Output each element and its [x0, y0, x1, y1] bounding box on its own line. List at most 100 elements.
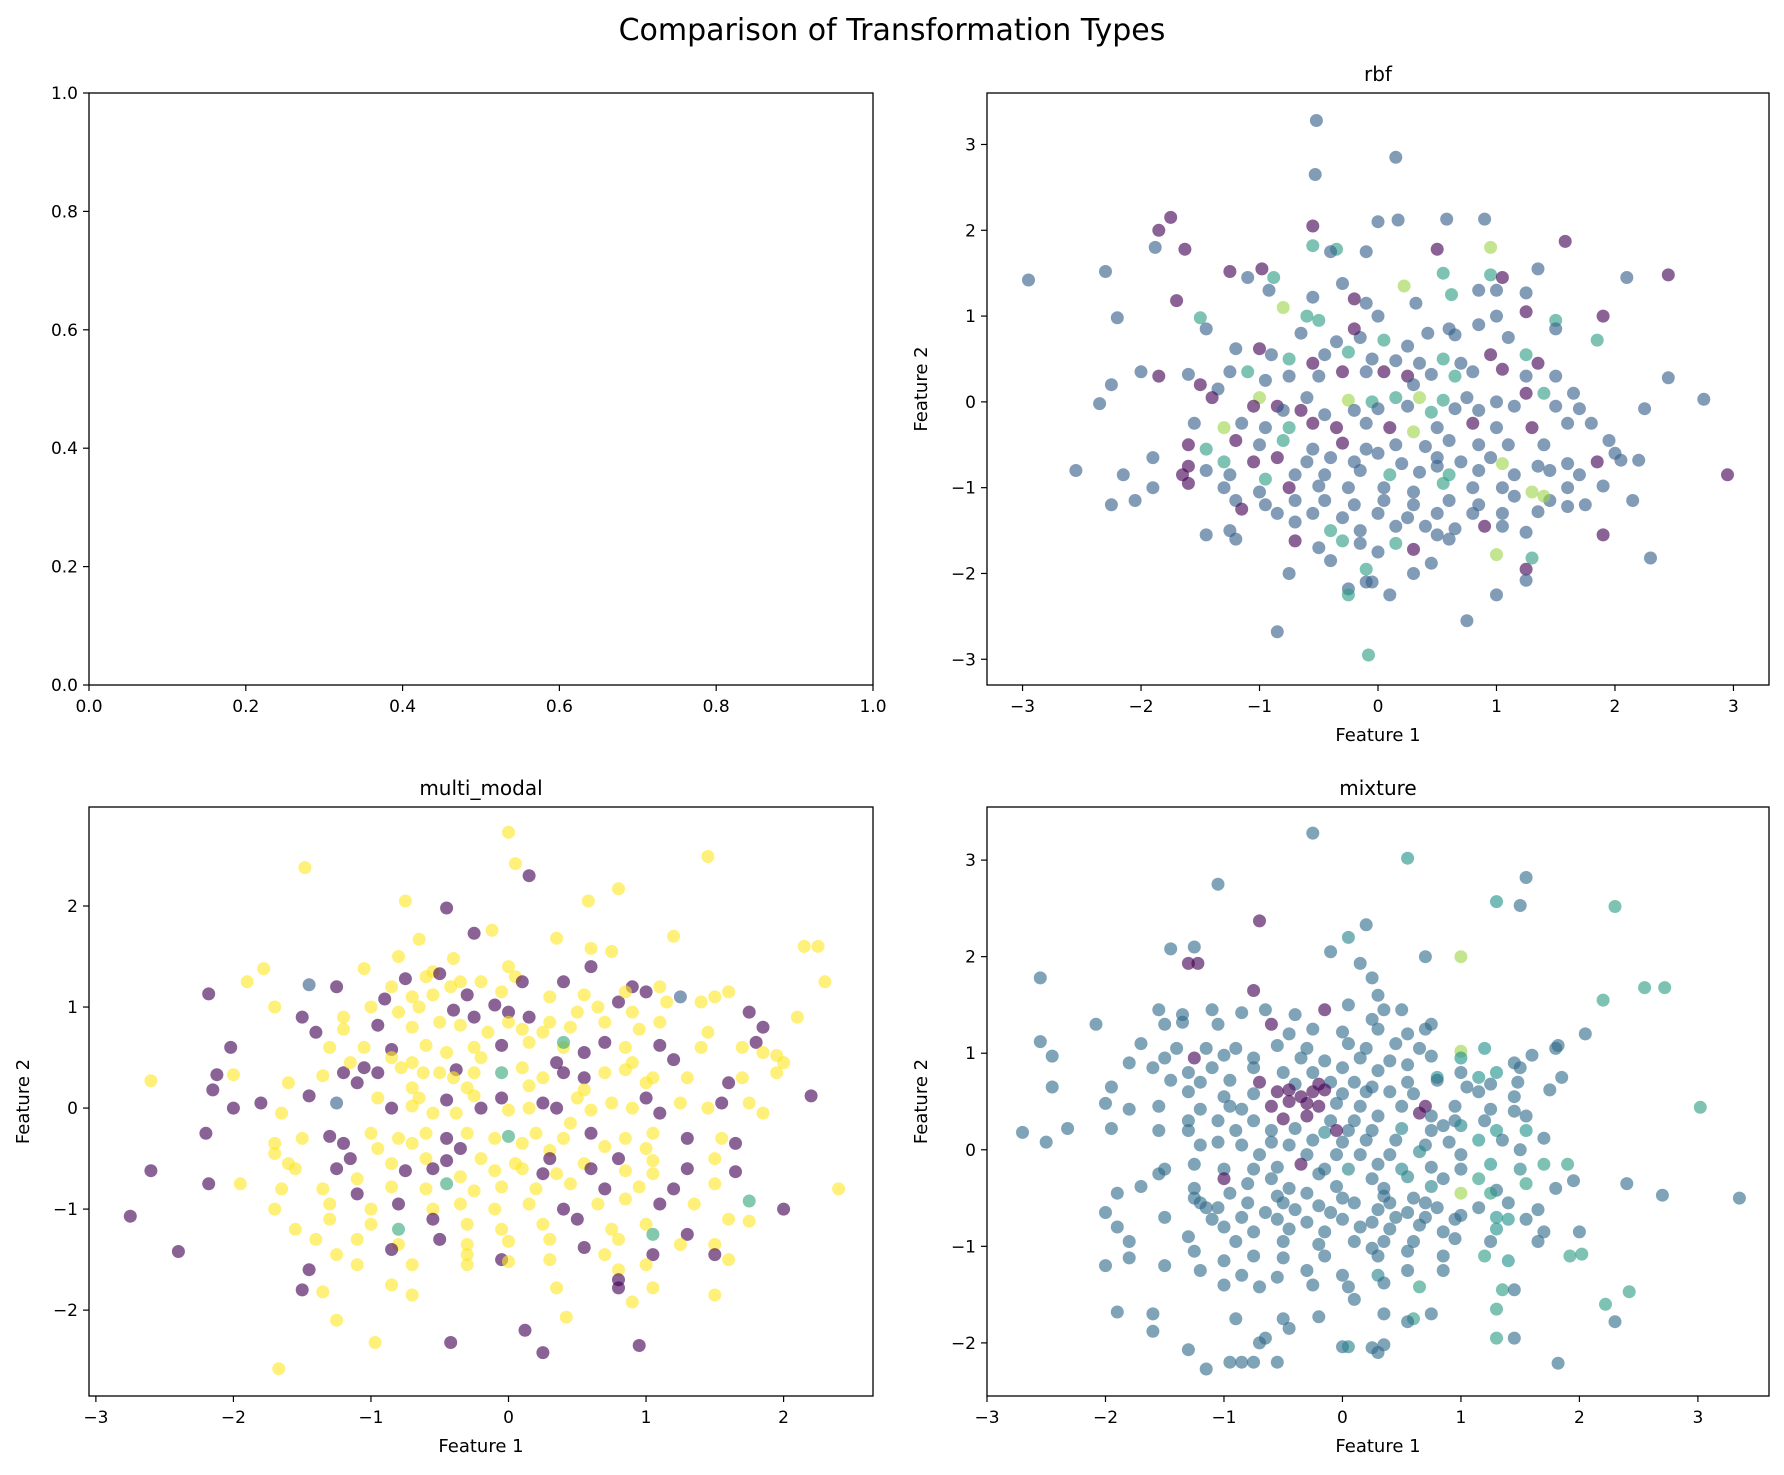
data-point [1567, 1174, 1580, 1188]
data-point [1436, 1249, 1450, 1263]
data-point [1223, 1186, 1237, 1200]
data-point [502, 1015, 515, 1029]
data-point [1519, 1109, 1533, 1123]
data-point [1264, 1172, 1278, 1186]
data-point [1513, 1061, 1527, 1075]
data-point [1104, 498, 1118, 512]
data-point [1211, 1135, 1225, 1149]
data-point [412, 1000, 426, 1014]
data-point [1152, 369, 1166, 383]
data-point [618, 1164, 632, 1178]
data-point [1371, 988, 1385, 1002]
data-point [502, 825, 515, 839]
data-point [543, 1152, 557, 1166]
data-point [1282, 369, 1296, 383]
data-point [1247, 1114, 1261, 1128]
data-point [357, 962, 371, 976]
data-point [680, 1162, 694, 1176]
data-point [1466, 416, 1480, 430]
data-point [1436, 1172, 1450, 1186]
data-point [1300, 1148, 1314, 1162]
data-point [1282, 1095, 1296, 1108]
data-point [453, 1142, 467, 1155]
data-point [1309, 114, 1323, 127]
data-point [1472, 1085, 1486, 1099]
data-point [1626, 494, 1640, 507]
data-point [1223, 1355, 1237, 1369]
data-point [1158, 1210, 1172, 1224]
data-point [646, 1167, 660, 1181]
data-point [1578, 498, 1592, 512]
data-point [1181, 1343, 1195, 1357]
data-point [1407, 1087, 1420, 1101]
data-point [467, 926, 481, 940]
data-point [206, 1083, 220, 1097]
data-point [1549, 369, 1563, 383]
data-point [557, 1202, 570, 1216]
data-point [742, 1005, 756, 1019]
data-point [818, 975, 832, 989]
data-point [1555, 1070, 1569, 1084]
data-point [1341, 998, 1355, 1012]
data-point [1347, 1196, 1361, 1210]
data-point [1430, 421, 1444, 435]
data-point [584, 941, 598, 955]
data-point [1430, 1201, 1444, 1215]
data-point [1362, 648, 1375, 662]
data-point [433, 967, 447, 981]
data-point [1507, 468, 1521, 482]
data-point [1531, 356, 1545, 370]
data-point [1241, 271, 1255, 284]
data-point [557, 975, 570, 989]
data-point [440, 1046, 454, 1059]
data-point [343, 1056, 357, 1070]
data-point [1104, 1080, 1118, 1094]
data-point [1294, 403, 1308, 417]
data-point [1146, 1061, 1160, 1075]
data-point [811, 939, 825, 953]
x-tick-label: 3 [1728, 697, 1739, 717]
data-point [1466, 506, 1480, 520]
data-point [1181, 1066, 1195, 1079]
data-point [392, 1005, 405, 1019]
data-point [1262, 283, 1276, 297]
data-point [570, 1212, 584, 1226]
x-tick-label: 0.4 [389, 697, 416, 717]
data-point [1561, 1157, 1575, 1171]
data-point [1596, 528, 1610, 542]
data-point [385, 1157, 399, 1171]
data-point [1407, 567, 1420, 580]
data-point [1294, 1157, 1308, 1171]
data-point [522, 1079, 536, 1093]
y-tick-label: 3 [965, 851, 976, 871]
data-point [1241, 1196, 1255, 1210]
data-point [1537, 386, 1551, 400]
data-point [350, 1258, 364, 1272]
data-point [440, 901, 454, 915]
data-point [1401, 851, 1415, 865]
data-point [612, 1232, 625, 1246]
data-point [1148, 240, 1162, 254]
data-point [1146, 1307, 1160, 1321]
data-point [1347, 1114, 1361, 1128]
data-point [1519, 1177, 1533, 1191]
panel-title: rbf [1364, 62, 1393, 86]
data-point [1454, 455, 1468, 469]
data-point [1341, 393, 1355, 407]
data-point [1241, 365, 1255, 379]
x-axis-label: Feature 1 [1335, 725, 1420, 746]
data-point [495, 1222, 509, 1236]
data-point [1247, 984, 1261, 997]
data-point [1424, 405, 1438, 419]
data-point [1519, 871, 1533, 884]
data-point [1199, 464, 1213, 477]
data-point [1365, 1124, 1379, 1137]
data-point [1371, 446, 1385, 460]
data-point [529, 1126, 543, 1140]
data-point [1401, 1027, 1415, 1041]
data-point [1347, 1292, 1361, 1306]
data-point [612, 1152, 625, 1166]
data-point [392, 1222, 405, 1236]
data-point [625, 1005, 639, 1019]
data-point [1424, 1017, 1438, 1031]
